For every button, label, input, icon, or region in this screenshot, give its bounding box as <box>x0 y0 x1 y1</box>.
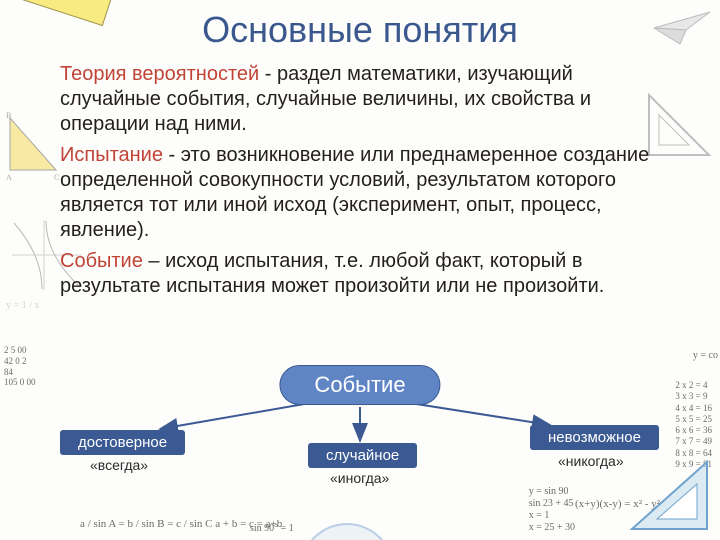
body-text: Теория вероятностей - раздел математики,… <box>60 62 670 305</box>
paragraph-3: Событие – исход испытания, т.е. любой фа… <box>60 249 670 299</box>
tt-row: 3 x 3 = 9 <box>675 391 712 402</box>
paragraph-1: Теория вероятностей - раздел математики,… <box>60 62 670 137</box>
lt-row: 105 0 00 <box>4 377 36 388</box>
svg-text:A: A <box>6 173 12 180</box>
diagram-root: Событие <box>279 365 440 405</box>
lt-row: 84 <box>4 367 36 378</box>
left-number-table: 2 5 00 42 0 2 84 105 0 00 <box>4 345 36 388</box>
event-diagram: Событие достоверное случайное невозможно… <box>60 365 660 525</box>
diagram-child-certain: достоверное <box>60 430 185 455</box>
protractor-icon <box>300 523 394 540</box>
lt-row: 2 5 00 <box>4 345 36 356</box>
page-title: Основные понятия <box>202 9 518 50</box>
tt-row: 4 x 4 = 16 <box>675 403 712 414</box>
slide: A C B y = 1 / x 2 5 00 42 0 2 84 105 0 0… <box>0 0 720 540</box>
caption-random: «иногда» <box>330 470 389 486</box>
caption-certain: «всегда» <box>90 457 148 473</box>
tt-row: 2 x 2 = 4 <box>675 380 712 391</box>
diagram-child-random: случайное <box>308 443 417 468</box>
paperplane-icon <box>652 8 712 48</box>
svg-text:C: C <box>54 173 59 180</box>
y1x-label: y = 1 / x <box>6 300 39 311</box>
diagram-child-impossible: невозможное <box>530 425 659 450</box>
tt-row: 5 x 5 = 25 <box>675 414 712 425</box>
caption-impossible: «никогда» <box>558 453 624 469</box>
triangle-deco-icon: A C B <box>4 110 62 180</box>
term-2: Испытание <box>60 144 163 166</box>
tt-row: 6 x 6 = 36 <box>675 425 712 436</box>
lt-row: 42 0 2 <box>4 356 36 367</box>
tt-row: 7 x 7 = 49 <box>675 436 712 447</box>
paragraph-2: Испытание - это возникновение или предна… <box>60 143 670 243</box>
ycos-label: y = co <box>693 350 718 361</box>
term-1: Теория вероятностей <box>60 63 259 85</box>
term-3: Событие <box>60 250 143 272</box>
svg-text:B: B <box>6 111 11 120</box>
